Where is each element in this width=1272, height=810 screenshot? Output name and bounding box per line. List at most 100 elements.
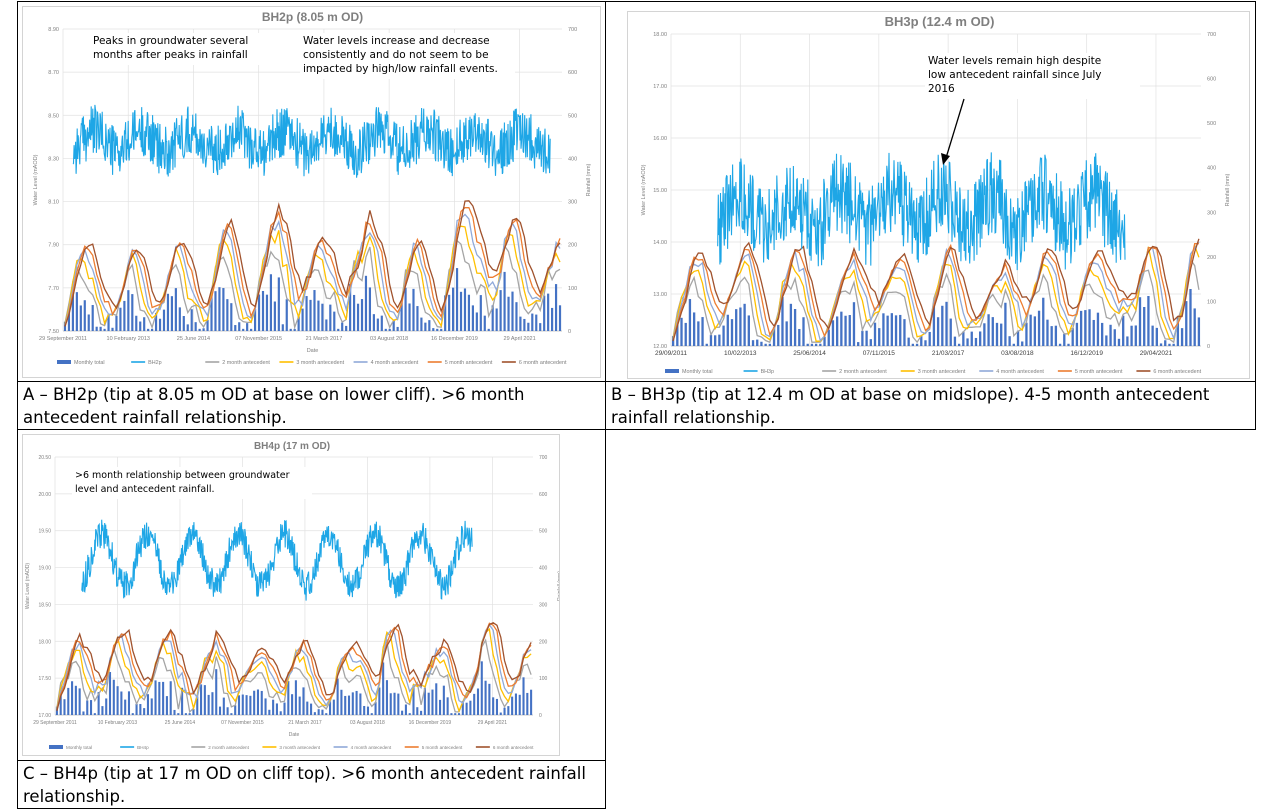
monthly-total-bar — [298, 696, 301, 715]
y-tick-label: 20.50 — [38, 455, 51, 461]
monthly-total-bar — [461, 701, 464, 715]
monthly-total-bar — [345, 325, 348, 331]
monthly-total-bar — [325, 713, 328, 715]
monthly-total-bar — [1147, 296, 1150, 346]
legend-label-monthly_total: Monthly total — [66, 745, 92, 750]
monthly-total-bar — [802, 317, 805, 346]
legend-swatch-monthly_total — [49, 745, 63, 749]
monthly-total-bar — [352, 294, 356, 331]
monthly-total-bar — [454, 713, 457, 715]
monthly-total-bar — [202, 328, 205, 331]
monthly-total-bar — [420, 710, 423, 715]
monthly-total-bar — [518, 694, 521, 715]
monthly-total-bar — [1168, 343, 1171, 346]
monthly-total-bar — [920, 336, 923, 346]
monthly-total-bar — [146, 694, 149, 715]
legend-swatch-monthly_total — [57, 360, 71, 364]
monthly-total-bar — [894, 315, 898, 346]
monthly-total-bar — [162, 309, 166, 331]
legend-label-m6: 6 month antecedent — [1153, 369, 1201, 375]
monthly-total-bar — [751, 340, 755, 346]
monthly-total-bar — [285, 299, 288, 331]
chart-title: BH4p (17 m OD) — [254, 441, 330, 452]
monthly-total-bar — [439, 699, 442, 715]
monthly-total-bar — [473, 693, 476, 715]
monthly-total-bar — [1130, 325, 1133, 346]
monthly-total-bar — [135, 315, 138, 331]
monthly-total-bar — [366, 706, 370, 715]
monthly-total-bar — [1122, 315, 1125, 346]
monthly-total-bar — [301, 308, 304, 331]
monthly-total-bar — [186, 324, 189, 331]
m3-antecedent-line — [672, 243, 1200, 342]
legend-label-m5: 5 month antecedent — [1075, 369, 1123, 375]
annotation-arrow-shaft — [945, 98, 965, 159]
monthly-total-bar — [471, 305, 474, 331]
y-tick-label: 8.70 — [48, 70, 59, 76]
monthly-total-bar — [71, 294, 74, 331]
monthly-total-bar — [59, 685, 62, 715]
monthly-total-bar — [200, 684, 203, 715]
caption-b: B – BH3p (tip at 12.4 m OD at base on mi… — [611, 385, 1210, 427]
monthly-total-bar — [995, 322, 999, 346]
y2-tick-label: 300 — [539, 602, 548, 608]
monthly-total-bar — [1172, 343, 1175, 346]
monthly-total-bar — [764, 343, 767, 346]
monthly-total-bar — [215, 669, 218, 715]
monthly-total-bar — [374, 702, 377, 715]
monthly-total-bar — [124, 699, 127, 715]
monthly-total-bar — [226, 299, 229, 331]
annotation-text-line: months after peaks in rainfall — [93, 49, 248, 61]
monthly-total-bar — [198, 328, 201, 331]
monthly-total-bar — [1151, 325, 1154, 346]
monthly-total-bar — [936, 317, 940, 346]
monthly-total-bar — [547, 293, 550, 331]
monthly-total-bar — [169, 681, 172, 715]
monthly-total-bar — [714, 335, 717, 346]
monthly-total-bar — [444, 295, 447, 331]
monthly-total-bar — [705, 343, 708, 346]
monthly-total-bar — [272, 699, 275, 715]
legend-label-m5: 5 month antecedent — [445, 360, 493, 366]
m6-antecedent-line — [64, 200, 561, 327]
y2-tick-label: 300 — [1207, 210, 1216, 216]
monthly-total-bar — [511, 291, 514, 331]
y2-tick-label: 500 — [539, 529, 548, 535]
m6-antecedent-line — [56, 622, 532, 711]
monthly-total-bar — [756, 339, 759, 346]
monthly-total-bar — [436, 328, 439, 331]
chart-b: 12.00 13.00 14.00 15.00 16.00 17.00 18.00 0 100 2… — [627, 11, 1250, 379]
monthly-total-bar — [499, 290, 502, 331]
monthly-total-bar — [269, 274, 273, 331]
monthly-total-bar — [376, 318, 379, 331]
monthly-total-bar — [1025, 322, 1028, 346]
legend-label-m4: 4 month antecedent — [371, 360, 419, 366]
y-tick-label: 17.00 — [653, 84, 667, 90]
x-tick-label: 16 December 2019 — [431, 336, 478, 342]
monthly-total-bar — [539, 323, 542, 331]
legend-label-gw: BH3p — [761, 369, 775, 375]
monthly-total-bar — [275, 703, 278, 715]
monthly-total-bar — [983, 323, 986, 346]
monthly-total-bar — [111, 327, 114, 331]
y2-tick-label: 600 — [568, 70, 577, 76]
monthly-total-bar — [941, 305, 944, 346]
annotation-text-line: impacted by high/low rainfall events. — [303, 63, 498, 75]
monthly-total-bar — [363, 705, 366, 715]
legend-label-m2: 2 month antecedent — [222, 360, 270, 366]
monthly-total-bar — [294, 680, 297, 715]
monthly-total-bar — [907, 337, 910, 346]
groundwater-line — [717, 152, 1126, 271]
monthly-total-bar — [1046, 319, 1049, 346]
monthly-total-bar — [370, 713, 373, 715]
legend-label-m2: 2 month antecedent — [839, 369, 887, 375]
monthly-total-bar — [404, 704, 407, 715]
monthly-total-bar — [196, 696, 199, 715]
monthly-total-bar — [1058, 343, 1062, 346]
monthly-total-bar — [903, 319, 906, 346]
monthly-total-bar — [495, 698, 499, 715]
legend-swatch-monthly_total — [665, 369, 679, 373]
y-tick-label: 18.00 — [38, 639, 51, 645]
annotation-background — [90, 33, 305, 65]
monthly-total-bar — [245, 695, 248, 715]
